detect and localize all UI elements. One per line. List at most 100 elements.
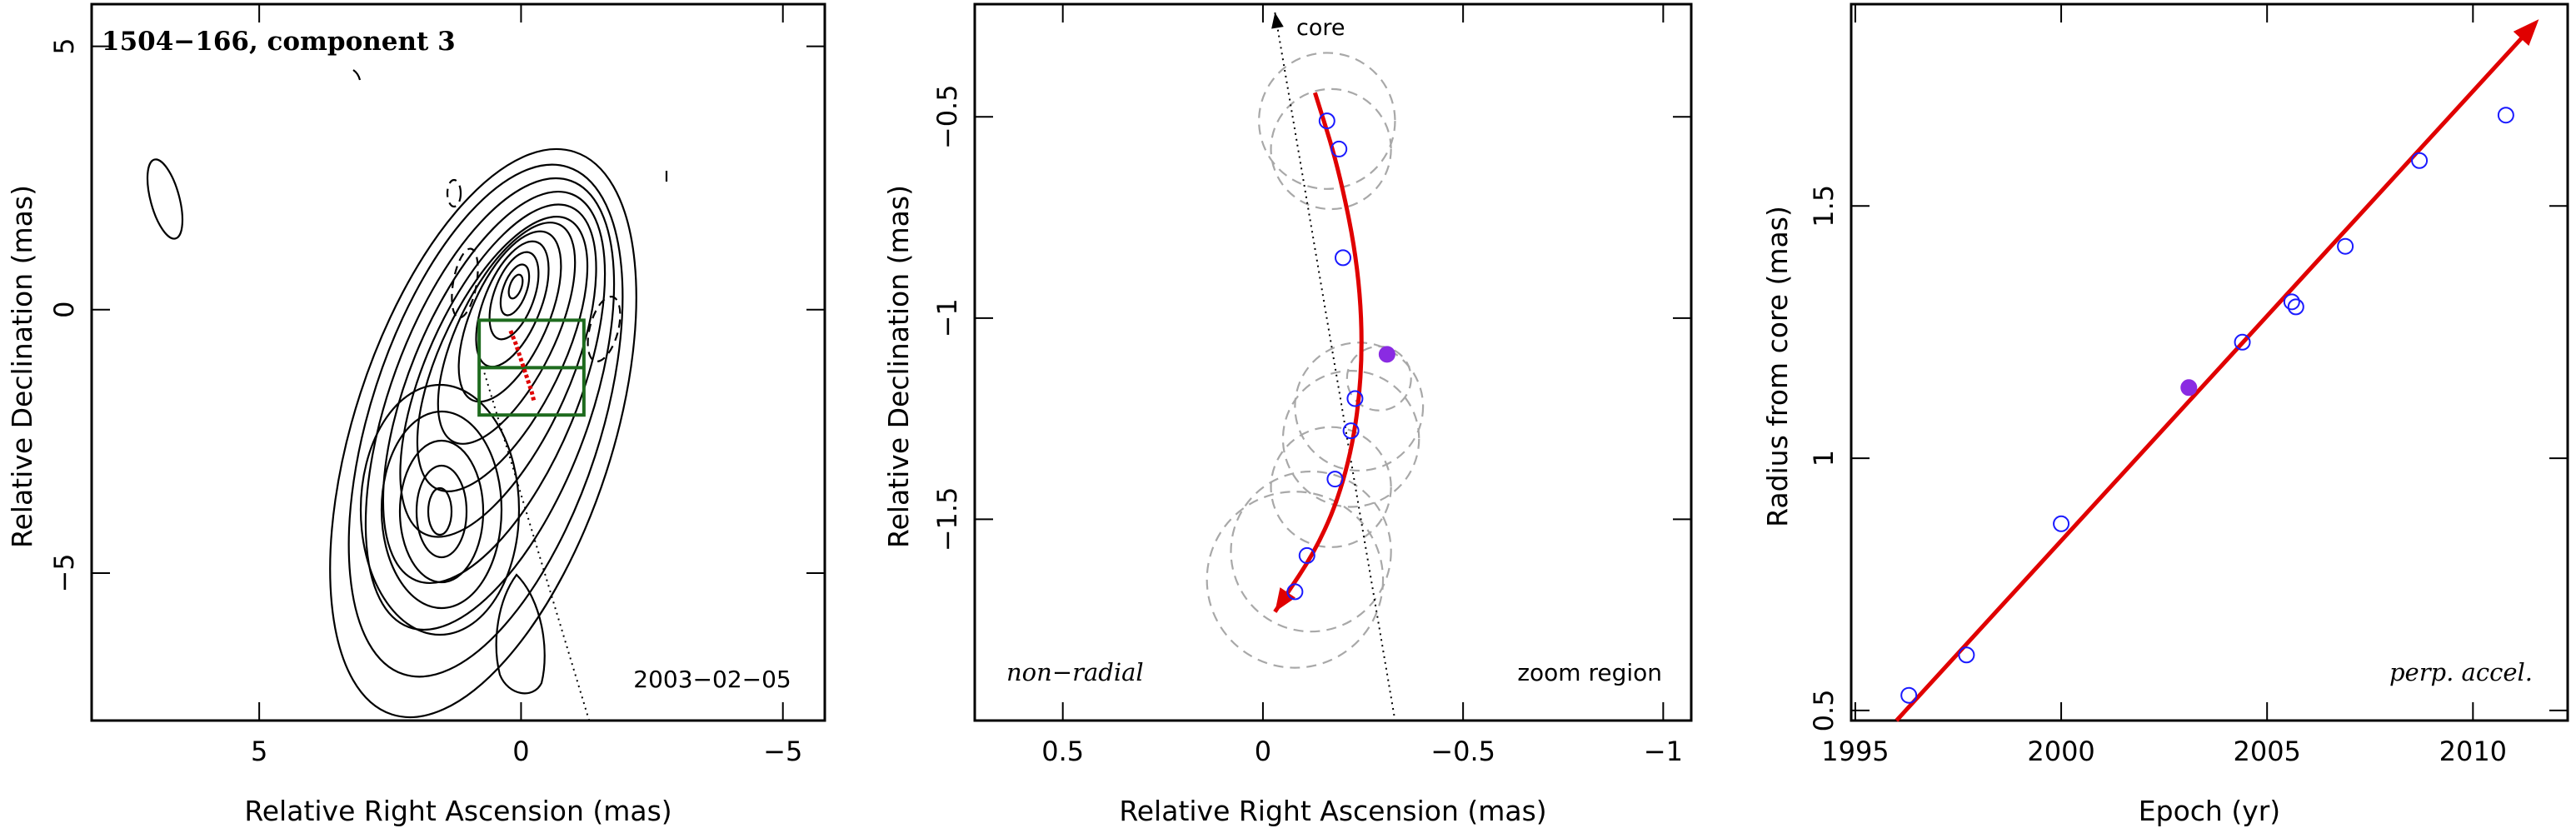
contour-level-12 xyxy=(507,273,524,300)
p3-ytick-label: 1 xyxy=(1808,450,1840,466)
core-label: core xyxy=(1296,15,1345,41)
open-data-point xyxy=(2283,293,2300,311)
panel2-ylabel: Relative Declination (mas) xyxy=(882,185,915,548)
fit-arrowhead-icon xyxy=(2513,19,2539,46)
secondary-contour-5 xyxy=(427,486,453,536)
panel3-ticks: 1995 2000 2005 2010 0.5 1 1.5 xyxy=(1808,4,2568,767)
p2-ytick-label: −1 xyxy=(931,298,963,337)
p3-points xyxy=(1900,107,2514,704)
contour-level-5 xyxy=(399,203,597,538)
open-data-point xyxy=(1286,583,1304,601)
zoom-region-label: zoom region xyxy=(1517,659,1662,686)
panel1-ticks: 5 0 −5 5 0 −5 xyxy=(48,4,825,767)
component-size-circle xyxy=(1258,52,1396,190)
contour-level-4 xyxy=(382,190,607,585)
trajectory-arrowhead-icon xyxy=(1275,587,1296,612)
panel-zoom-region: core non−radial zoom region 0.5 0 −0.5 −1 −0… xyxy=(882,2,1693,827)
component-size-circle xyxy=(1230,470,1392,633)
secondary-contour-2 xyxy=(380,410,503,610)
open-data-point xyxy=(2053,515,2070,532)
panel-contour-map: 1504−166, component 3 2003−02−05 5 0 −5 5 0 −… xyxy=(6,2,826,827)
p1-xtick-label: −5 xyxy=(763,736,802,767)
contour-level-10 xyxy=(488,251,540,341)
p2-xtick-label: −0.5 xyxy=(1430,736,1495,767)
component-track xyxy=(508,330,537,403)
noise-contour-1 xyxy=(352,69,362,81)
open-data-point xyxy=(1900,686,1918,704)
contour-level-6 xyxy=(416,216,589,492)
epoch-label: 2003−02−05 xyxy=(633,666,791,693)
p3-ytick-label: 1.5 xyxy=(1808,185,1840,227)
open-data-point xyxy=(2497,107,2514,124)
p2-xtick-label: −1 xyxy=(1644,736,1683,767)
component-size-circle xyxy=(1281,370,1420,508)
perp-accel-label: perp. accel. xyxy=(2389,658,2533,686)
contour-level-7 xyxy=(437,222,577,445)
non-radial-label: non−radial xyxy=(1006,658,1144,686)
p1-ytick-label: 5 xyxy=(48,37,80,54)
open-data-point xyxy=(2411,152,2429,169)
negative-contour-3 xyxy=(446,178,462,208)
core-arrowhead-icon xyxy=(1271,12,1284,29)
component-size-circle xyxy=(1270,87,1392,211)
open-data-point xyxy=(1342,422,1360,440)
panel3-frame xyxy=(1850,2,2569,722)
panel3-ylabel: Radius from core (mas) xyxy=(1761,206,1794,527)
panel2-frame xyxy=(973,2,1693,722)
open-data-point xyxy=(1346,390,1364,407)
panel1-ylabel: Relative Declination (mas) xyxy=(6,185,38,548)
open-data-point xyxy=(2287,298,2304,316)
component-size-circles xyxy=(1206,52,1425,669)
contour-group xyxy=(329,69,668,719)
p3-xtick-label: 2000 xyxy=(2027,736,2094,767)
panel2-ticks: 0.5 0 −0.5 −1 −0.5 −1 −1.5 xyxy=(931,4,1691,767)
panel1-xlabel: Relative Right Ascension (mas) xyxy=(244,795,671,827)
open-data-point xyxy=(1335,249,1352,267)
negative-contour-1 xyxy=(451,247,479,319)
contour-level-9 xyxy=(475,240,550,368)
p2-xtick-label: 0 xyxy=(1255,736,1271,767)
p2-ytick-label: −1.5 xyxy=(931,487,963,552)
southern-tail-contour xyxy=(495,573,546,695)
beam-ellipse xyxy=(146,158,184,240)
p2-points xyxy=(1286,112,1395,601)
p1-ytick-label: 0 xyxy=(48,302,80,318)
panel3-xlabel: Epoch (yr) xyxy=(2139,795,2280,827)
radius-fit-line xyxy=(1895,32,2528,722)
secondary-contour-1 xyxy=(359,383,521,636)
p1-ytick-label: −5 xyxy=(48,553,80,592)
fitted-trajectory xyxy=(1273,92,1364,613)
secondary-contour-4 xyxy=(415,464,468,559)
p1-xtick-label: 5 xyxy=(251,736,267,767)
p2-ytick-label: −0.5 xyxy=(931,84,963,149)
contour-level-1 xyxy=(329,147,637,719)
p3-ytick-label: 0.5 xyxy=(1808,689,1840,731)
p3-xtick-label: 2005 xyxy=(2233,736,2300,767)
p2-xtick-label: 0.5 xyxy=(1041,736,1084,767)
contour-level-3 xyxy=(364,177,616,631)
p3-xtick-label: 2010 xyxy=(2439,736,2507,767)
negative-contour-2 xyxy=(587,296,622,362)
contour-level-2 xyxy=(347,163,624,678)
open-data-point xyxy=(2234,333,2251,351)
contour-level-8 xyxy=(457,230,562,403)
p1-xtick-label: 0 xyxy=(512,736,529,767)
open-data-point xyxy=(1958,646,1975,664)
panel1-title: 1504−166, component 3 xyxy=(102,27,456,57)
panel-radius-vs-epoch: perp. accel. 1995 2000 2005 2010 0.5 1 1.5 Epo… xyxy=(1761,2,2569,827)
component-size-circle xyxy=(1270,426,1392,548)
component-size-circle xyxy=(1294,342,1425,472)
open-data-point xyxy=(1318,112,1335,130)
filled-data-point xyxy=(1378,346,1395,363)
open-data-point xyxy=(1330,140,1348,157)
contour-level-11 xyxy=(499,263,531,317)
p3-xtick-label: 1995 xyxy=(1821,736,1889,767)
open-data-point xyxy=(2337,237,2354,255)
panel2-xlabel: Relative Right Ascension (mas) xyxy=(1119,795,1546,827)
secondary-contour-3 xyxy=(398,439,485,584)
component-size-circle xyxy=(1206,491,1385,669)
open-data-point xyxy=(1298,546,1315,564)
panel1-frame xyxy=(90,2,826,722)
filled-data-point xyxy=(2180,379,2198,397)
